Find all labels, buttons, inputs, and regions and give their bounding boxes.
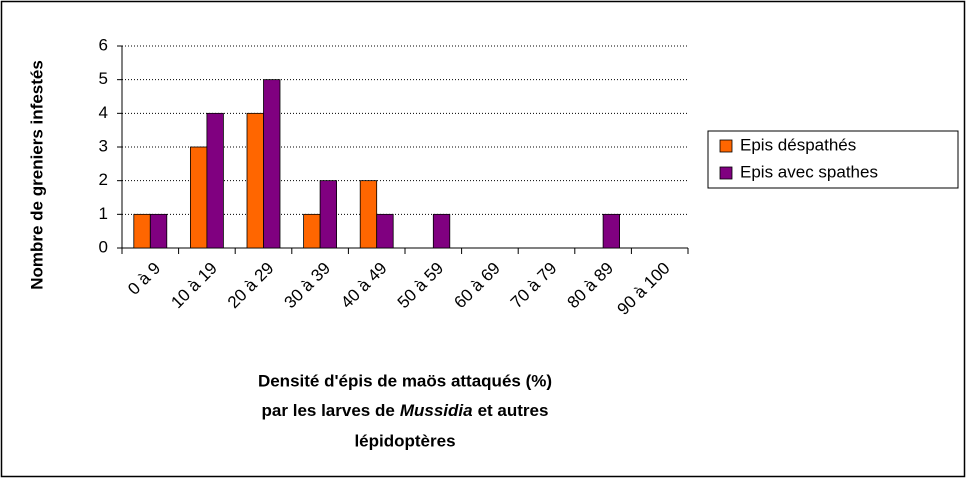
y-tick-label: 3 (99, 136, 108, 155)
bar (133, 213, 151, 249)
legend-label: Epis avec spathes (740, 162, 878, 181)
y-tick-label: 4 (99, 103, 108, 122)
x-axis-title-part: par les larves de (262, 401, 395, 420)
y-tick-label: 5 (99, 69, 108, 88)
y-tick-label: 1 (99, 204, 108, 223)
bar (189, 146, 208, 249)
bar (432, 213, 451, 249)
legend-label: Epis déspathés (740, 135, 856, 154)
bar (359, 180, 378, 249)
bar (303, 213, 321, 249)
bar (263, 79, 281, 249)
x-axis-title: par les larves de Mussidia et autres (262, 401, 549, 420)
bar (206, 112, 224, 249)
x-axis-title: Densité d'épis de maös attaqués (%) (258, 371, 552, 390)
legend-swatch (719, 139, 733, 153)
bar (376, 213, 394, 249)
y-tick-label: 2 (99, 170, 108, 189)
bar (149, 213, 168, 249)
y-axis-title: Nombre de greniers infestés (27, 60, 46, 290)
y-tick-label: 6 (99, 35, 108, 54)
legend-swatch (719, 166, 733, 180)
x-axis-title-part: et autres (478, 401, 549, 420)
bar (319, 180, 338, 249)
bar (246, 112, 264, 249)
x-axis-title-part: Mussidia (400, 401, 473, 420)
legend (707, 130, 959, 189)
bar (602, 213, 620, 249)
x-axis-title: lépidoptères (354, 431, 455, 450)
y-tick-label: 0 (99, 237, 108, 256)
